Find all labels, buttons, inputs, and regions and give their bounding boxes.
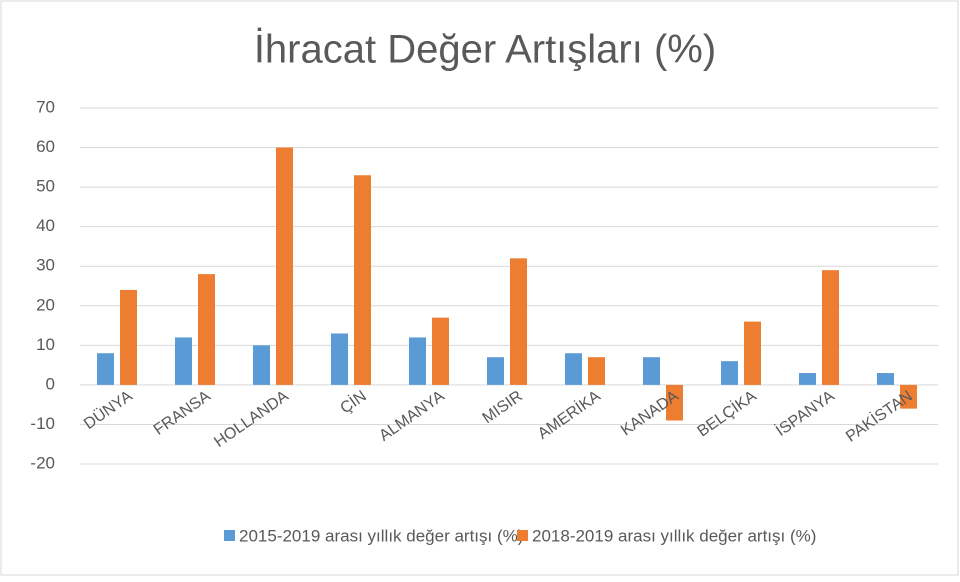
y-tick-label: 40: [36, 216, 55, 235]
legend-marker: [517, 530, 528, 541]
bar: [877, 373, 894, 385]
bar: [487, 357, 504, 385]
y-tick-label: -20: [30, 453, 55, 472]
bar: [900, 384, 917, 409]
y-tick-label: 10: [36, 335, 55, 354]
y-tick-label: 70: [36, 97, 55, 116]
bar: [721, 361, 738, 385]
bar: [354, 175, 371, 385]
bar: [120, 289, 137, 385]
y-tick-label: 0: [46, 374, 55, 393]
legend-label: 2018-2019 arası yıllık değer artışı (%): [532, 526, 816, 545]
bar: [331, 333, 348, 385]
bar: [565, 353, 582, 385]
bar: [175, 337, 192, 385]
y-tick-label: 20: [36, 295, 55, 314]
bar: [744, 321, 761, 385]
bar: [799, 373, 816, 385]
bar: [588, 357, 605, 385]
bar: [643, 357, 660, 385]
bar: [97, 353, 114, 385]
legend-marker: [224, 530, 235, 541]
bar: [822, 270, 839, 385]
y-tick-label: 60: [36, 137, 55, 156]
bar: [432, 317, 449, 385]
bar: [666, 384, 683, 421]
y-tick-label: 30: [36, 256, 55, 275]
bar: [510, 258, 527, 385]
bar: [198, 274, 215, 385]
y-tick-label: 50: [36, 177, 55, 196]
bar: [253, 345, 270, 385]
chart-title: İhracat Değer Artışları (%): [254, 27, 716, 72]
bar: [276, 147, 293, 385]
bar: [409, 337, 426, 385]
y-tick-label: -10: [30, 414, 55, 433]
legend-label: 2015-2019 arası yıllık değer artışı (%): [239, 526, 523, 545]
